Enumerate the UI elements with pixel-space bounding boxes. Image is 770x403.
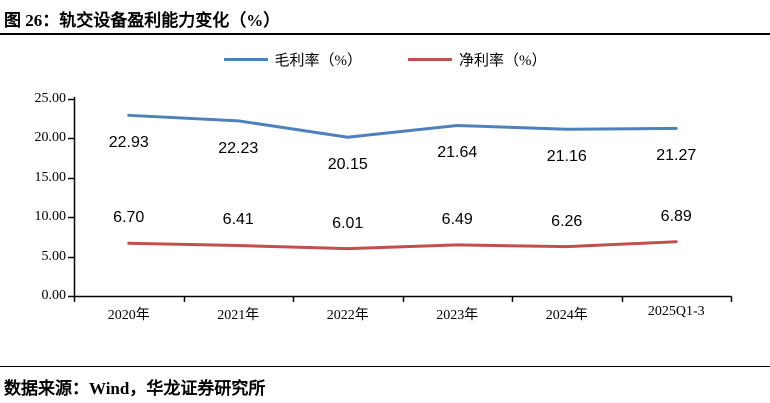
- data-label: 6.26: [551, 212, 583, 230]
- data-label: 22.93: [108, 134, 149, 152]
- chart-legend: 毛利率（%） 净利率（%）: [0, 49, 770, 70]
- y-axis-tick-label: 15.00: [34, 169, 67, 185]
- x-axis-tick-label: 2022年: [326, 308, 369, 323]
- y-axis-tick-label: 20.00: [34, 129, 67, 145]
- x-axis-tick-label: 2020年: [107, 308, 150, 323]
- data-label: 21.64: [437, 144, 478, 162]
- title-separator: [0, 33, 770, 35]
- legend-line-swatch-red: [408, 58, 452, 61]
- legend-item-gross-margin: 毛利率（%）: [223, 49, 363, 70]
- y-axis-tick-label: 5.00: [41, 248, 67, 264]
- data-label: 21.16: [546, 148, 587, 166]
- legend-label: 净利率（%）: [459, 53, 547, 69]
- legend-label: 毛利率（%）: [274, 53, 363, 69]
- x-axis-tick-label: 2025Q1-3: [647, 304, 705, 319]
- data-label: 6.01: [332, 214, 364, 232]
- data-label: 6.70: [113, 209, 145, 227]
- data-label: 6.41: [222, 211, 254, 229]
- y-axis-tick-label: 25.00: [34, 90, 67, 106]
- legend-item-net-margin: 净利率（%）: [408, 49, 547, 70]
- y-axis-tick-label: 10.00: [34, 208, 67, 224]
- y-axis-tick-label: 0.00: [41, 287, 67, 303]
- series-line-1: [127, 240, 678, 251]
- data-source: 数据来源：Wind，华龙证券研究所: [4, 379, 266, 398]
- data-label: 6.89: [660, 207, 692, 225]
- figure-title: 图 26：轨交设备盈利能力变化（%）: [4, 11, 281, 30]
- series-line-0: [127, 113, 678, 139]
- x-axis-tick-label: 2023年: [436, 308, 479, 323]
- source-separator: [0, 366, 770, 367]
- x-axis-tick-label: 2021年: [217, 308, 260, 323]
- data-label: 21.27: [656, 147, 697, 165]
- data-label: 20.15: [327, 156, 368, 174]
- x-axis-tick-label: 2024年: [545, 308, 588, 323]
- data-label: 22.23: [218, 139, 259, 157]
- legend-line-swatch-blue: [223, 58, 268, 61]
- data-label: 6.49: [441, 210, 473, 228]
